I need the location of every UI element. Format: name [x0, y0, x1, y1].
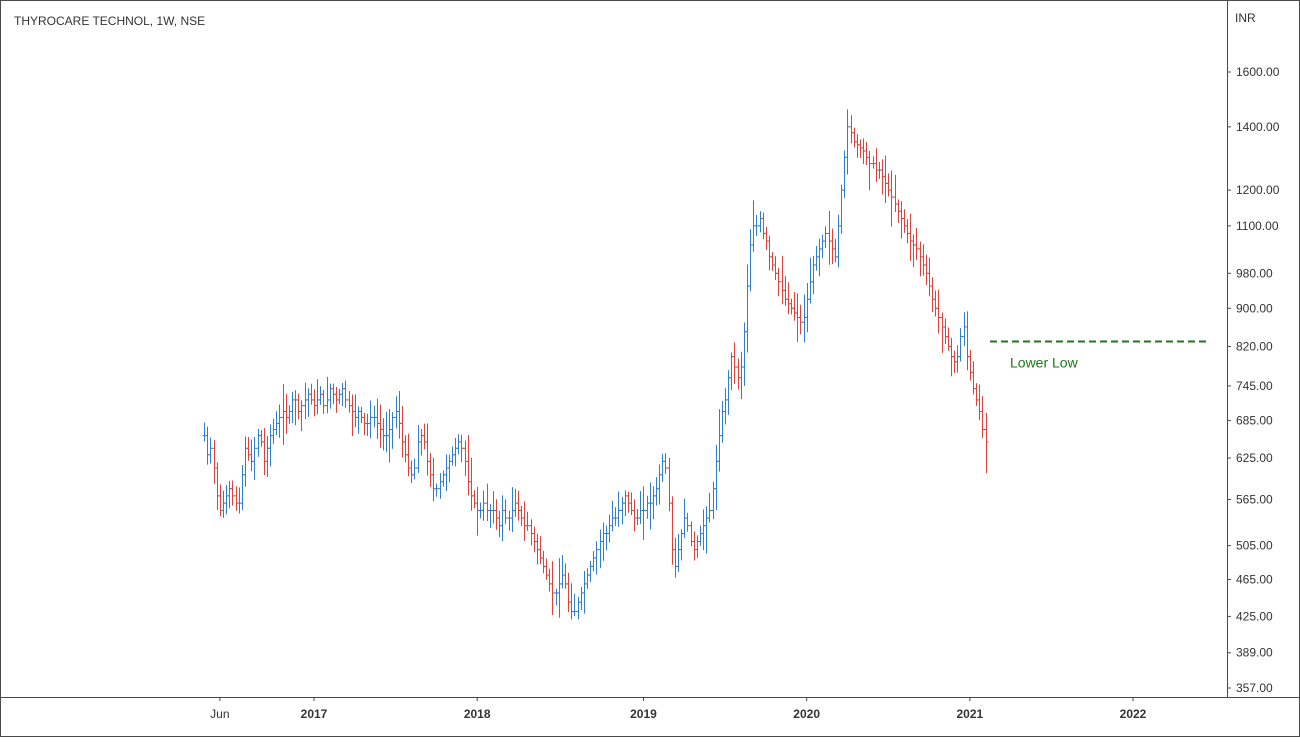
ohlc-bar — [434, 483, 439, 497]
price-tick-label: 1600.00 — [1236, 65, 1280, 79]
price-tick-label: 505.00 — [1236, 539, 1273, 553]
price-tick-label: 820.00 — [1236, 340, 1273, 354]
price-tick-label: 389.00 — [1236, 646, 1273, 660]
time-tick-label: Jun — [210, 707, 229, 721]
ohlc-bar — [776, 267, 781, 297]
ohlc-bar — [754, 214, 759, 237]
ohlc-bar — [616, 491, 621, 527]
price-tick-label: 1400.00 — [1236, 120, 1280, 134]
ohlc-bar — [685, 512, 690, 532]
ohlc-bar — [572, 593, 577, 616]
lower-low-label: Lower Low — [1010, 355, 1079, 371]
ohlc-bar — [481, 490, 486, 521]
ohlc-bar — [299, 400, 304, 432]
ohlc-bar — [277, 404, 282, 438]
ohlc-bar — [252, 436, 257, 480]
price-axis-ticks: 1600.00 1400.00 1200.00 1100.00 980.00 900.00… — [1227, 65, 1280, 695]
ohlc-bar — [208, 437, 213, 464]
ohlc-bar — [412, 458, 417, 480]
ohlc-bar — [525, 511, 530, 531]
price-tick-label: 980.00 — [1236, 266, 1273, 280]
price-tick-label: 745.00 — [1236, 379, 1273, 393]
price-tick-label: 425.00 — [1236, 609, 1273, 623]
price-tick-label: 357.00 — [1236, 681, 1273, 695]
ohlc-bar — [732, 342, 737, 384]
time-tick-label: 2022 — [1120, 707, 1147, 721]
ohlc-bar — [984, 413, 989, 474]
ohlc-bar — [641, 486, 646, 540]
ohlc-bar — [503, 499, 508, 524]
time-tick-label: 2020 — [793, 707, 820, 721]
time-tick-label: 2018 — [464, 707, 491, 721]
time-tick-label: 2019 — [630, 707, 657, 721]
price-tick-label: 565.00 — [1236, 492, 1273, 506]
ohlc-bar — [459, 434, 464, 463]
ohlc-bar — [798, 304, 803, 335]
ohlc-bar — [321, 390, 326, 415]
price-tick-label: 465.00 — [1236, 572, 1273, 586]
price-tick-label: 1100.00 — [1236, 219, 1279, 233]
price-tick-label: 1200.00 — [1236, 183, 1280, 197]
chart-title: THYROCARE TECHNOL, 1W, NSE — [14, 14, 205, 28]
ohlc-bar — [368, 400, 373, 439]
ohlc-bar — [914, 228, 919, 261]
price-tick-label: 625.00 — [1236, 451, 1273, 465]
ohlc-bar — [958, 328, 963, 362]
ohlc-bar — [823, 226, 828, 248]
ohlc-bar — [343, 380, 348, 408]
lower-low-annotation: Lower Low — [990, 340, 1207, 371]
ohlc-bars — [202, 109, 989, 620]
ohlc-bar — [867, 151, 872, 191]
ohlc-bar — [707, 492, 712, 523]
ohlc-bar — [663, 453, 668, 475]
ohlc-bar — [594, 541, 599, 575]
price-tick-label: 685.00 — [1236, 413, 1273, 427]
time-tick-label: 2021 — [956, 707, 983, 721]
ohlc-bar — [936, 289, 941, 334]
ohlc-bar — [550, 561, 555, 616]
time-axis-ticks: Jun 2017 2018 2019 2020 2021 2022 — [210, 697, 1147, 721]
ohlc-bar — [889, 170, 894, 227]
ohlc-bar — [980, 396, 985, 439]
time-tick-label: 2017 — [301, 707, 328, 721]
price-tick-label: 900.00 — [1236, 301, 1273, 315]
currency-label: INR — [1235, 11, 1256, 25]
ohlc-bar — [845, 109, 850, 175]
ohlc-bar — [390, 412, 395, 449]
ohlc-bar — [230, 480, 235, 506]
